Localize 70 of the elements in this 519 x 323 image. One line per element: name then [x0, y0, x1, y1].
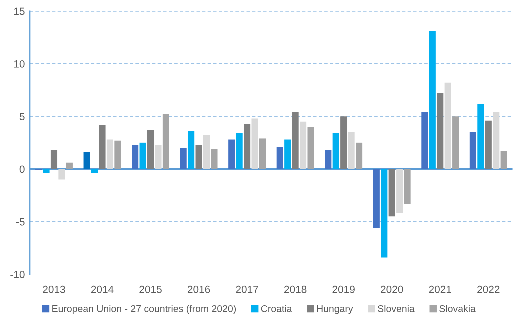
bar — [188, 131, 195, 170]
bar — [162, 114, 170, 170]
bar — [284, 140, 292, 170]
bar — [252, 118, 258, 170]
bar — [180, 148, 187, 170]
x-tick-label: 2018 — [284, 286, 307, 294]
bar — [84, 152, 90, 170]
x-tick-label: 2013 — [43, 286, 66, 294]
x-tick-label: 2016 — [188, 286, 210, 294]
bar — [470, 132, 476, 170]
bar — [92, 169, 98, 174]
bar — [325, 150, 332, 170]
x-tick-label: 2022 — [478, 286, 500, 294]
bar — [43, 169, 50, 174]
bar — [244, 124, 251, 170]
bar — [211, 149, 218, 170]
x-tick-label: 2015 — [140, 286, 162, 294]
bar — [493, 112, 500, 170]
legend-label: Slovenia — [378, 305, 415, 312]
bar — [259, 138, 266, 170]
legend-label: Hungary — [317, 306, 354, 314]
legend-label: European Union - 27 countries (from 2020) — [52, 305, 236, 314]
bar — [437, 93, 444, 170]
bar — [422, 112, 428, 170]
bar — [308, 127, 314, 170]
bar — [485, 120, 492, 170]
legend-label: Croatia — [261, 305, 292, 312]
bar — [155, 145, 162, 170]
legend-label: Slovakia — [440, 305, 476, 312]
bar — [114, 140, 122, 170]
y-tick-label: -5 — [16, 218, 25, 226]
bar — [196, 145, 202, 170]
bar — [396, 169, 404, 214]
x-tick-label: 2021 — [429, 286, 452, 294]
bar — [340, 116, 348, 170]
y-tick-label: -10 — [10, 271, 25, 278]
bar — [388, 169, 396, 217]
y-tick-label: 0 — [20, 166, 25, 174]
bar — [452, 116, 460, 170]
bar — [66, 162, 73, 170]
bar — [203, 136, 210, 170]
y-tick-label: 15 — [14, 8, 25, 16]
bar — [478, 104, 484, 170]
bar — [348, 132, 355, 170]
bar — [292, 112, 299, 170]
x-tick-label: 2019 — [332, 286, 355, 294]
bar — [381, 169, 388, 258]
x-tick-label: 2020 — [381, 286, 404, 294]
bar — [429, 31, 436, 170]
bar — [404, 169, 411, 204]
x-tick-label: 2014 — [91, 286, 114, 294]
bar — [332, 133, 340, 170]
y-tick-label: 10 — [14, 60, 25, 68]
bar — [106, 140, 114, 170]
bar — [228, 140, 236, 170]
bar — [99, 125, 106, 170]
y-tick-label: 5 — [20, 113, 25, 120]
bar — [50, 150, 58, 170]
bar — [500, 151, 508, 170]
bar — [140, 142, 146, 170]
bar — [356, 142, 363, 170]
bar — [373, 169, 380, 228]
bar — [147, 130, 154, 170]
bar — [444, 82, 452, 170]
bar — [58, 169, 66, 180]
bar — [132, 145, 139, 170]
x-tick-label: 2017 — [236, 286, 258, 294]
bar — [236, 133, 243, 170]
bar — [300, 122, 307, 170]
bar — [276, 147, 284, 170]
